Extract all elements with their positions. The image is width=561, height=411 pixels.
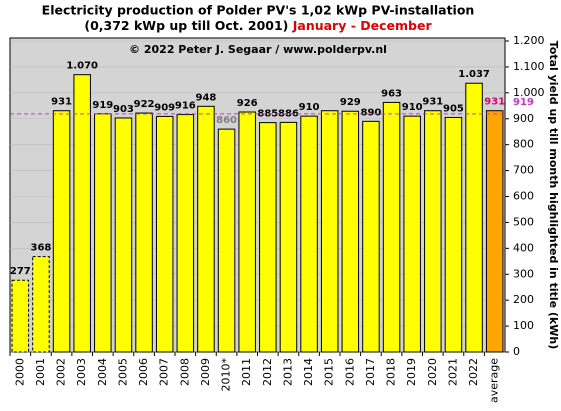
x-tick-label: 2019 (405, 358, 418, 386)
bar (300, 115, 318, 353)
bar (424, 110, 442, 353)
x-tick-label: 2016 (343, 358, 356, 386)
x-tick-label: 2014 (302, 358, 315, 386)
x-tick-label: 2003 (75, 358, 88, 386)
bar (238, 111, 256, 353)
value-label: 885 (257, 109, 278, 120)
y-tick-label: 1.200 (513, 34, 545, 47)
bar (341, 110, 360, 353)
x-tick-label: 2005 (116, 358, 129, 386)
value-label: 277 (10, 266, 31, 277)
bar (73, 74, 91, 353)
y-tick-label: 0 (513, 345, 520, 358)
bar (485, 110, 504, 353)
bar (52, 110, 71, 353)
value-label: 926 (237, 98, 258, 109)
bar (32, 256, 50, 353)
x-tick-label: 2001 (34, 358, 47, 386)
subtitle: (0,372 kWp up till Oct. 2001) (84, 18, 288, 33)
bar (155, 115, 174, 353)
y-tick-label: 1.100 (513, 60, 545, 73)
y-tick-label: 300 (513, 267, 534, 280)
x-tick-label: 2000 (13, 358, 26, 386)
y-tick-label: 800 (513, 138, 534, 151)
value-label: 1.037 (458, 69, 490, 80)
x-tick-label: 2004 (96, 358, 109, 386)
bar (279, 121, 298, 353)
x-tick-label: 2015 (323, 358, 336, 386)
copyright: © 2022 Peter J. Segaar / www.polderpv.nl (129, 43, 387, 56)
y-tick-label: 500 (513, 215, 534, 228)
x-tick-label: 2011 (240, 358, 253, 386)
value-label: 948 (196, 92, 217, 103)
chart-title: Electricity production of Polder PV's 1,… (42, 3, 475, 18)
reference-label: 919 (513, 97, 534, 108)
value-label: 860 (216, 115, 237, 126)
y-tick-label: 200 (513, 293, 534, 306)
x-tick-label: 2017 (364, 358, 377, 386)
x-tick-label: 2013 (281, 358, 294, 386)
bar (382, 101, 401, 353)
value-label: 919 (92, 100, 113, 111)
value-label: 368 (31, 243, 52, 254)
value-label: 905 (443, 103, 464, 114)
bar (259, 122, 277, 353)
x-tick-label: 2007 (158, 358, 171, 386)
value-label: 1.070 (66, 61, 98, 72)
bar (403, 115, 421, 353)
y-axis-label: Total yield up till month highlighted in… (547, 41, 560, 350)
y-tick-label: 100 (513, 319, 534, 332)
chart-subtitle: (0,372 kWp up till Oct. 2001) January - … (84, 18, 432, 33)
value-label: 931 (422, 97, 443, 108)
x-tick-label: 2006 (137, 358, 150, 386)
value-label: 929 (340, 97, 361, 108)
x-tick-label: 2018 (385, 358, 398, 386)
value-label: 886 (278, 108, 299, 119)
value-label: 931 (51, 97, 72, 108)
bar (135, 112, 153, 353)
x-tick-label: 2002 (55, 358, 68, 386)
period: January - December (292, 18, 433, 33)
value-label: 963 (381, 88, 402, 99)
bar (94, 113, 112, 353)
value-label: 931 (484, 97, 505, 108)
x-tick-label: 2021 (446, 358, 459, 386)
value-label: 890 (361, 107, 382, 118)
bar (176, 114, 195, 353)
y-tick-label: 600 (513, 190, 534, 203)
value-label: 903 (113, 104, 134, 115)
x-tick-label: 2022 (467, 358, 480, 386)
plot-area (9, 37, 506, 353)
x-tick-label: 2012 (261, 358, 274, 386)
y-tick-label: 700 (513, 164, 534, 177)
x-tick-label: 2008 (178, 358, 191, 386)
value-label: 916 (175, 101, 196, 112)
bar (11, 279, 30, 353)
bar (320, 110, 339, 353)
x-tick-label: 2020 (426, 358, 439, 386)
bar (114, 117, 133, 353)
value-label: 909 (154, 102, 175, 113)
bar (465, 82, 483, 353)
value-label: 922 (134, 99, 155, 110)
bar (217, 128, 236, 353)
y-tick-label: 400 (513, 241, 534, 254)
bar (444, 116, 463, 353)
y-tick-label: 1.000 (513, 86, 545, 99)
value-label: 910 (299, 102, 320, 113)
x-tick-label: average (488, 358, 501, 403)
x-tick-label: 2009 (199, 358, 212, 386)
bar (197, 105, 215, 353)
bar (362, 120, 380, 353)
y-tick-label: 900 (513, 112, 534, 125)
value-label: 910 (402, 102, 423, 113)
x-tick-label: 2010* (220, 358, 233, 392)
